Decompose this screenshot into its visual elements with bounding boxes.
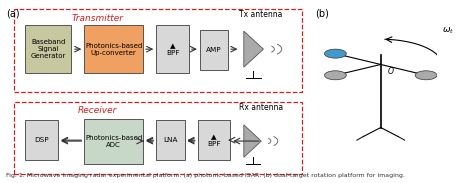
FancyBboxPatch shape (156, 120, 184, 160)
Circle shape (415, 71, 437, 80)
Text: (a): (a) (6, 9, 19, 19)
Text: Photonics-based
Up-converter: Photonics-based Up-converter (85, 43, 142, 56)
Text: Tx antenna: Tx antenna (239, 10, 283, 19)
Text: ▲
BPF: ▲ BPF (166, 43, 179, 56)
Text: $\omega_t$: $\omega_t$ (442, 25, 454, 36)
Text: DSP: DSP (35, 137, 49, 143)
Bar (15, 102, 302, 174)
Text: ▲
BPF: ▲ BPF (207, 134, 221, 147)
Polygon shape (244, 125, 261, 157)
FancyBboxPatch shape (84, 25, 143, 74)
FancyBboxPatch shape (26, 120, 58, 160)
Text: (b): (b) (315, 9, 329, 19)
Text: Photonics-based
ADC: Photonics-based ADC (85, 135, 142, 147)
Circle shape (325, 71, 346, 80)
FancyBboxPatch shape (156, 25, 189, 74)
Circle shape (325, 49, 346, 58)
Text: Fig. 1. Microwave imaging radar experimental platform. (a) photonic-based ISAR, : Fig. 1. Microwave imaging radar experime… (6, 173, 405, 178)
Text: Rx antenna: Rx antenna (239, 103, 283, 112)
FancyBboxPatch shape (200, 30, 228, 70)
Text: LNA: LNA (163, 137, 178, 143)
FancyBboxPatch shape (198, 120, 230, 160)
Polygon shape (244, 31, 264, 67)
Text: AMP: AMP (206, 47, 222, 53)
Bar (15, 9, 302, 92)
Text: Receiver: Receiver (78, 106, 117, 115)
Text: Baseband
Signal
Generator: Baseband Signal Generator (31, 39, 66, 59)
FancyBboxPatch shape (84, 119, 143, 164)
Text: Transmitter: Transmitter (71, 14, 123, 23)
FancyBboxPatch shape (26, 25, 71, 74)
Text: O: O (387, 67, 393, 76)
